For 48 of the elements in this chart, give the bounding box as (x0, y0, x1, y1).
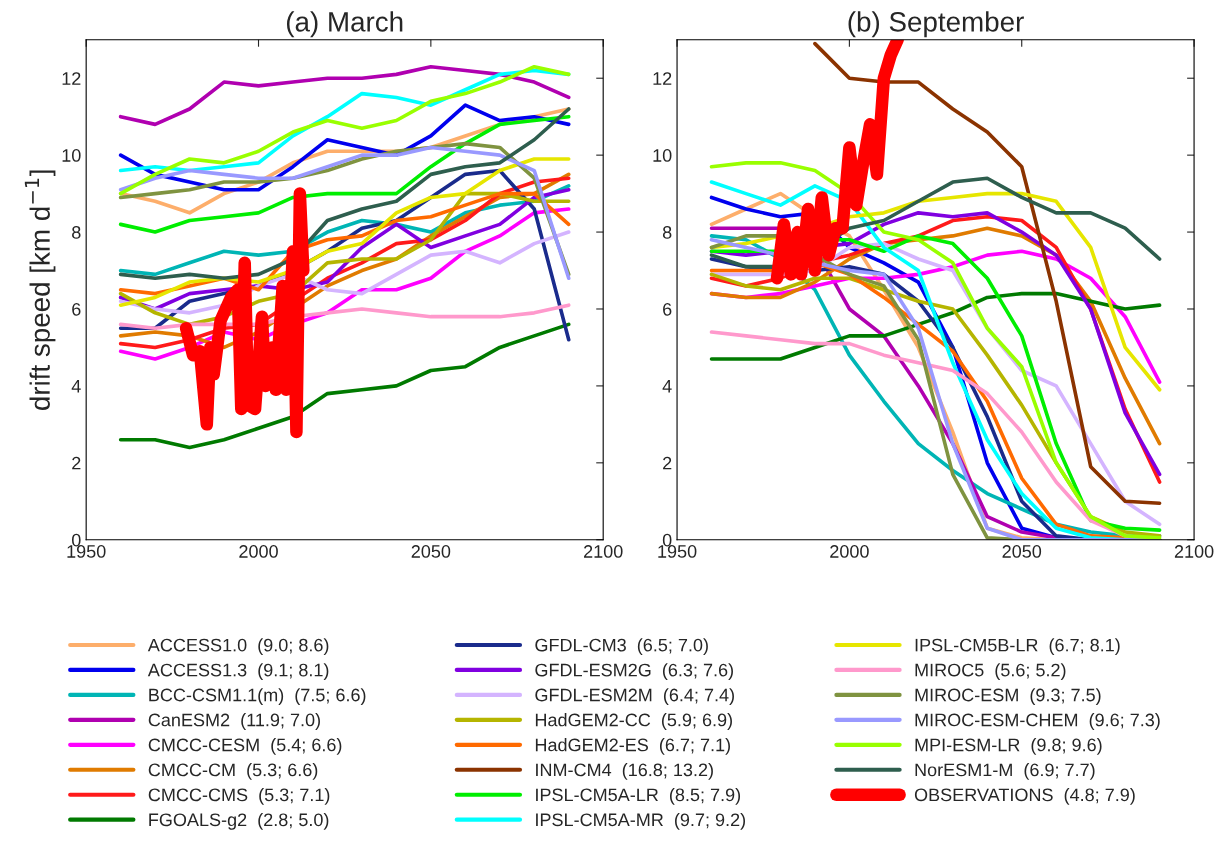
y-tick-label: 4 (71, 380, 81, 393)
y-tick-label: 6 (663, 302, 672, 316)
legend-label: ACCESS1.3 (9.1; 8.1) (147, 663, 329, 680)
legend-label: HadGEM2-ES (6.7; 7.1) (535, 738, 730, 755)
legend-label: FGOALS-g2 (2.8; 5.0) (149, 812, 329, 830)
legend-label: MIROC-ESM (9.3; 7.5) (915, 688, 1101, 705)
y-tick-label: 0 (71, 533, 81, 547)
legend-label: GFDL-CM3 (6.5; 7.0) (535, 638, 708, 656)
legend-label: CMCC-CESM (5.4; 6.6) (148, 738, 342, 755)
legend-label: GFDL-ESM2M (6.4; 7.4) (535, 688, 734, 705)
y-axis-title: drift speed [km d$^{−1}$] (24, 170, 56, 410)
legend-label: IPSL-CM5A-LR (8.5; 7.9) (536, 787, 741, 805)
y-tick-label: 0 (662, 533, 672, 547)
x-tick-label: 2000 (830, 545, 869, 558)
y-tick-label: 8 (72, 226, 81, 239)
y-tick-label: 10 (653, 149, 672, 162)
legend-label: INM-CM4 (16.8; 13.2) (536, 763, 713, 780)
chart-title: (b) September (848, 11, 1024, 38)
y-tick-label: 10 (62, 149, 81, 162)
y-tick-label: 6 (72, 302, 81, 316)
legend-label: OBSERVATIONS (4.8; 7.9) (914, 787, 1135, 805)
x-tick-label: 1950 (658, 545, 697, 558)
y-tick-label: 12 (62, 72, 81, 85)
legend-label: ACCESS1.0 (9.0; 8.6) (147, 638, 329, 656)
x-tick-label: 2050 (1002, 545, 1042, 558)
legend-label: MIROC5 (5.6; 5.2) (915, 663, 1066, 680)
legend-label: CanESM2 (11.9; 7.0) (148, 713, 320, 730)
legend-label: CMCC-CM (5.3; 6.6) (148, 763, 318, 780)
legend-label: CMCC-CMS (5.3; 7.1) (148, 787, 330, 805)
x-tick-label: 2050 (411, 545, 451, 558)
chart-title: (a) March (286, 11, 403, 38)
legend-label: GFDL-ESM2G (6.3; 7.6) (535, 663, 733, 680)
x-tick-label: 1950 (67, 545, 106, 558)
y-tick-label: 4 (662, 380, 672, 393)
legend-label: MIROC-ESM-CHEM (9.6; 7.3) (915, 713, 1160, 730)
x-tick-label: 2000 (239, 545, 278, 558)
x-tick-label: 2100 (584, 545, 623, 558)
y-tick-label: 8 (662, 226, 672, 239)
y-tick-label: 2 (72, 456, 81, 470)
y-tick-label: 2 (663, 456, 672, 470)
legend-label: NorESM1-M (6.9; 7.7) (915, 763, 1095, 780)
legend-label: BCC-CSM1.1(m) (7.5; 6.6) (149, 688, 366, 705)
x-tick-label: 2100 (1174, 545, 1214, 558)
legend-label: HadGEM2-CC (5.9; 6.9) (535, 713, 732, 730)
legend-label: MPI-ESM-LR (9.8; 9.6) (915, 738, 1102, 755)
y-tick-label: 12 (653, 72, 672, 85)
legend-label: IPSL-CM5A-MR (9.7; 9.2) (536, 812, 746, 830)
legend-label: IPSL-CM5B-LR (6.7; 8.1) (915, 638, 1120, 656)
